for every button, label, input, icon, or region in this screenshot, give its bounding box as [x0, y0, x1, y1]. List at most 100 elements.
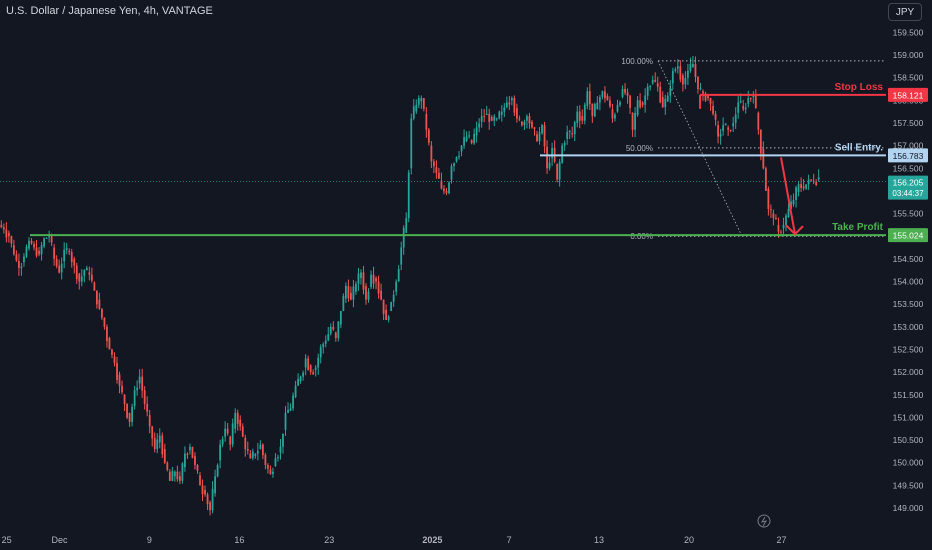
- candle-body: [277, 457, 279, 459]
- candle-body: [294, 385, 297, 398]
- candle-body: [631, 112, 634, 130]
- candle-body: [329, 326, 332, 334]
- candle-body: [234, 412, 237, 429]
- candle-body: [367, 291, 370, 300]
- candle-body: [762, 148, 765, 169]
- candle-body: [88, 272, 91, 275]
- candle-body: [649, 86, 652, 88]
- y-tick-label: 156.500: [893, 163, 924, 173]
- candle-body: [239, 419, 242, 427]
- candle-body: [757, 112, 760, 130]
- lightning-icon-bolt: [760, 516, 768, 527]
- lightning-icon[interactable]: [757, 514, 771, 528]
- candle-body: [573, 122, 576, 135]
- candle-body: [669, 87, 672, 96]
- y-tick-label: 151.500: [893, 390, 924, 400]
- candle-body: [299, 376, 302, 382]
- candle-body: [775, 218, 777, 220]
- candle-body: [382, 299, 385, 314]
- candle-body: [795, 187, 797, 200]
- time-axis[interactable]: 25 Dec 9 16 23 2025 7 13 20 27: [2, 514, 787, 545]
- y-tick-label: 149.500: [893, 480, 924, 490]
- fib-level-label: 100.00%: [621, 57, 653, 66]
- candle-body: [588, 91, 591, 105]
- target-arrow: [780, 157, 796, 235]
- candle-body: [445, 190, 448, 194]
- candle-body: [131, 406, 134, 422]
- candle-body: [297, 379, 299, 386]
- candle-body: [0, 224, 3, 228]
- x-tick-label: 16: [234, 535, 244, 545]
- candle-body: [732, 122, 735, 127]
- candle-body: [123, 394, 126, 404]
- candle-body: [583, 104, 586, 121]
- candle-body: [593, 103, 596, 117]
- candle-body: [249, 453, 252, 459]
- candle-body: [163, 449, 166, 463]
- candle-body: [339, 310, 342, 325]
- candle-body: [304, 358, 307, 368]
- currency-button[interactable]: JPY: [888, 3, 922, 21]
- candle-body: [312, 372, 315, 375]
- candle-body: [759, 129, 762, 154]
- candle-body: [546, 146, 548, 169]
- candle-body: [63, 249, 66, 262]
- candle-body: [55, 258, 58, 267]
- x-tick-label: 27: [777, 535, 787, 545]
- candle-body: [704, 93, 707, 101]
- candle-body: [402, 227, 405, 248]
- fib-level-label: 50.00%: [626, 144, 653, 153]
- x-tick-label: 7: [507, 535, 512, 545]
- candle-body: [50, 236, 53, 243]
- candle-body: [586, 91, 589, 106]
- candle-body: [370, 274, 372, 288]
- y-tick-label: 157.500: [893, 118, 924, 128]
- candle-body: [106, 326, 108, 342]
- x-tick-label: 25: [2, 535, 12, 545]
- candle-body: [397, 269, 400, 282]
- candle-body: [48, 236, 51, 238]
- candle-body: [475, 127, 478, 136]
- candle-body: [118, 374, 121, 386]
- candle-body: [221, 439, 224, 445]
- candle-body: [427, 129, 430, 143]
- candle-body: [651, 79, 654, 84]
- candle-body: [259, 444, 262, 450]
- candle-body: [749, 98, 752, 100]
- candle-body: [314, 367, 317, 370]
- candle-body: [372, 274, 375, 284]
- candle-body: [674, 69, 677, 71]
- candle-body: [181, 463, 184, 481]
- candle-body: [90, 274, 93, 281]
- sell-entry-price-tag-text: 156.783: [893, 151, 924, 161]
- candle-body: [236, 412, 239, 424]
- candle-body: [453, 163, 455, 166]
- y-tick-label: 152.000: [893, 367, 924, 377]
- candle-body: [712, 105, 714, 114]
- candle-body: [752, 95, 755, 97]
- candle-body: [805, 184, 808, 189]
- candle-body: [787, 209, 790, 217]
- candle-body: [184, 453, 186, 468]
- candle-body: [626, 92, 629, 96]
- candle-body: [53, 247, 56, 259]
- candle-body: [800, 184, 802, 188]
- candle-body: [70, 252, 73, 263]
- candle-body: [68, 250, 71, 253]
- lightning-icon-ring: [757, 514, 771, 528]
- candle-body: [146, 403, 149, 412]
- candle-body: [412, 106, 415, 119]
- x-tick-label: 9: [147, 535, 152, 545]
- candle-body: [204, 489, 206, 495]
- candle-body: [65, 248, 68, 250]
- candle-body: [101, 308, 103, 318]
- candle-body: [307, 358, 310, 370]
- candle-body: [214, 476, 216, 494]
- candle-body: [543, 125, 546, 147]
- candle-body: [45, 237, 48, 239]
- candle-body: [261, 444, 264, 456]
- y-tick-label: 159.500: [893, 27, 924, 37]
- candle-body: [189, 446, 191, 451]
- candle-body: [176, 471, 179, 480]
